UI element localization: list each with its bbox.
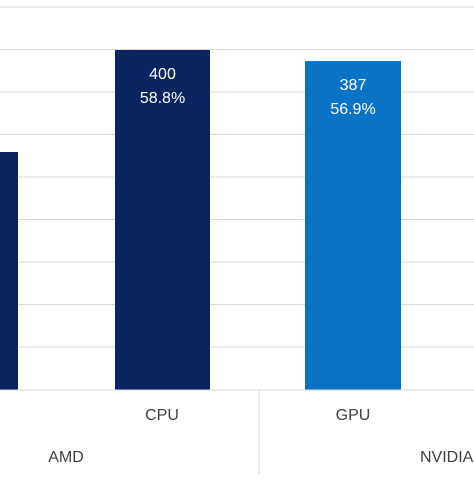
category-label-gpu: GPU bbox=[336, 407, 371, 424]
category-label-cpu: CPU bbox=[145, 407, 179, 424]
group-label-amd: AMD bbox=[48, 449, 84, 466]
bars bbox=[0, 50, 401, 391]
data-label-amd-cpu-value: 400 bbox=[149, 66, 176, 83]
x-axis: CPU GPU AMD NVIDIA bbox=[0, 389, 474, 474]
gridlines bbox=[0, 6, 474, 348]
group-label-nvidia: NVIDIA bbox=[420, 449, 474, 466]
bar-amd-cpu bbox=[115, 50, 210, 390]
data-label-nvidia-gpu-value: 387 bbox=[340, 77, 367, 94]
bar-amd-bar bbox=[0, 152, 18, 390]
data-label-nvidia-gpu-percent: 56.9% bbox=[330, 101, 375, 118]
bar-nvidia-gpu bbox=[305, 61, 401, 391]
data-labels: 400 58.8% 387 56.9% bbox=[140, 66, 376, 118]
data-label-amd-cpu-percent: 58.8% bbox=[140, 90, 185, 107]
